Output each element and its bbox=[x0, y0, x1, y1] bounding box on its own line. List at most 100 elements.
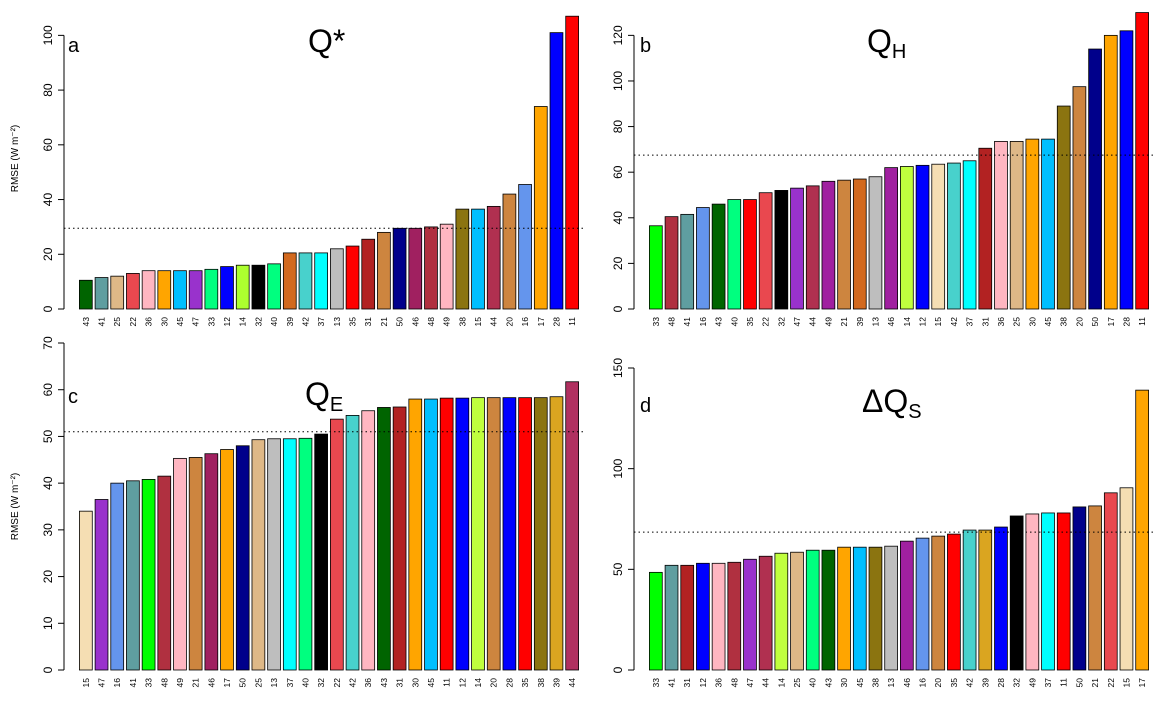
panel-letter: b bbox=[640, 35, 651, 57]
x-tick-label: 15 bbox=[81, 678, 91, 688]
x-tick-label: 44 bbox=[489, 317, 499, 327]
x-tick-label: 39 bbox=[285, 317, 295, 327]
y-tick-label: 120 bbox=[611, 25, 625, 45]
x-tick-label: 36 bbox=[144, 317, 154, 327]
bar-28 bbox=[1119, 30, 1134, 310]
y-tick-label: 10 bbox=[41, 616, 55, 630]
bar-47 bbox=[188, 270, 203, 310]
x-tick-label: 37 bbox=[316, 317, 326, 327]
x-tick-label: 33 bbox=[651, 317, 661, 327]
panel-b: 0 20 40 60 80 100 120 33 48 41 16 43 40 35 22 32 47 44 49 2… bbox=[611, 12, 1156, 327]
bar-37 bbox=[282, 438, 297, 671]
x-tick-label: 14 bbox=[776, 678, 786, 688]
bar-41 bbox=[680, 213, 695, 310]
x-tick-label: 17 bbox=[536, 317, 546, 327]
y-tick-label: 100 bbox=[611, 458, 625, 478]
bar-39 bbox=[852, 178, 867, 310]
bar-38 bbox=[1056, 105, 1071, 310]
y-tick-label: 60 bbox=[41, 138, 55, 152]
x-tick-label: 47 bbox=[97, 678, 107, 688]
x-tick-label: 35 bbox=[949, 678, 959, 688]
x-tick-label: 45 bbox=[426, 678, 436, 688]
x-tick-label: 35 bbox=[520, 678, 530, 688]
x-tick-label: 36 bbox=[363, 678, 373, 688]
bar-39 bbox=[978, 529, 993, 671]
x-tick-label: 42 bbox=[348, 678, 358, 688]
bar-50 bbox=[1088, 48, 1102, 310]
y-tick-label: 20 bbox=[611, 256, 625, 270]
x-tick-label: 14 bbox=[238, 317, 248, 327]
title-main: Q bbox=[308, 23, 333, 59]
bar-11 bbox=[1135, 12, 1149, 310]
bar-25 bbox=[790, 551, 804, 671]
panel-d: 0 50 100 150 33 41 31 12 36 48 47 44 14 25 40 43 30 45 38 1… bbox=[611, 358, 1156, 688]
bar-11 bbox=[1056, 512, 1071, 671]
bar-36 bbox=[994, 140, 1008, 310]
bar-21 bbox=[837, 179, 851, 310]
x-tick-label: 22 bbox=[128, 317, 138, 327]
x-tick-label: 41 bbox=[97, 317, 107, 327]
bar-17 bbox=[533, 106, 548, 310]
bar-32 bbox=[314, 433, 328, 671]
bar-30 bbox=[837, 546, 851, 671]
title-main: Q bbox=[305, 376, 330, 412]
x-tick-label: 25 bbox=[792, 678, 802, 688]
bar-31 bbox=[680, 564, 695, 671]
bar-30 bbox=[408, 398, 423, 671]
x-tick-label: 49 bbox=[442, 317, 452, 327]
bar-12 bbox=[915, 164, 930, 310]
bar-38 bbox=[868, 546, 883, 671]
bar-45 bbox=[173, 270, 187, 310]
bar-49 bbox=[821, 180, 836, 310]
x-tick-label: 28 bbox=[551, 317, 561, 327]
bar-31 bbox=[392, 406, 407, 671]
x-tick-label: 12 bbox=[222, 317, 232, 327]
bar-40 bbox=[267, 263, 281, 310]
bar-46 bbox=[204, 453, 219, 671]
x-tick-label: 11 bbox=[442, 678, 452, 687]
bar-42 bbox=[345, 415, 360, 671]
bar-16 bbox=[518, 184, 532, 310]
panel-letter: a bbox=[68, 35, 80, 57]
x-tick-label: 25 bbox=[253, 678, 263, 688]
y-tick-label: 0 bbox=[611, 305, 625, 312]
bar-43 bbox=[79, 279, 93, 310]
panel-title: Q* bbox=[308, 23, 345, 59]
y-tick-label: 100 bbox=[611, 71, 625, 91]
bar-13 bbox=[267, 438, 281, 671]
x-tick-label: 31 bbox=[682, 678, 692, 688]
x-tick-label: 28 bbox=[1121, 317, 1131, 327]
x-tick-label: 12 bbox=[698, 678, 708, 688]
bar-14 bbox=[774, 552, 789, 671]
x-tick-label: 28 bbox=[996, 678, 1006, 688]
bar-38 bbox=[455, 208, 470, 310]
x-tick-label: 42 bbox=[965, 678, 975, 688]
bar-14 bbox=[900, 166, 914, 310]
x-tick-label: 40 bbox=[729, 317, 739, 327]
bar-37 bbox=[962, 160, 977, 310]
x-tick-label: 11 bbox=[1137, 317, 1147, 326]
panel-title: QH bbox=[867, 23, 906, 63]
bar-46 bbox=[408, 227, 423, 310]
bar-11 bbox=[439, 397, 454, 671]
x-tick-label: 22 bbox=[332, 678, 342, 688]
y-tick-label: 80 bbox=[611, 120, 625, 134]
bar-43 bbox=[377, 407, 391, 671]
x-tick-label: 13 bbox=[332, 317, 342, 327]
x-tick-label: 45 bbox=[1043, 317, 1053, 327]
x-tick-label: 47 bbox=[792, 317, 802, 327]
bar-17 bbox=[1135, 389, 1149, 671]
y-tick-label: 0 bbox=[41, 666, 55, 673]
x-tick-label: 45 bbox=[855, 678, 865, 688]
bar-46 bbox=[884, 167, 898, 310]
x-tick-label: 32 bbox=[776, 317, 786, 327]
x-tick-label: 40 bbox=[808, 678, 818, 688]
x-tick-label: 21 bbox=[1090, 678, 1100, 688]
bar-37 bbox=[1041, 512, 1055, 671]
bar-50 bbox=[392, 227, 407, 310]
y-tick-label: 150 bbox=[611, 358, 625, 378]
x-tick-label: 30 bbox=[1027, 317, 1037, 327]
bar-44 bbox=[486, 205, 501, 310]
bar-50 bbox=[1072, 506, 1087, 671]
